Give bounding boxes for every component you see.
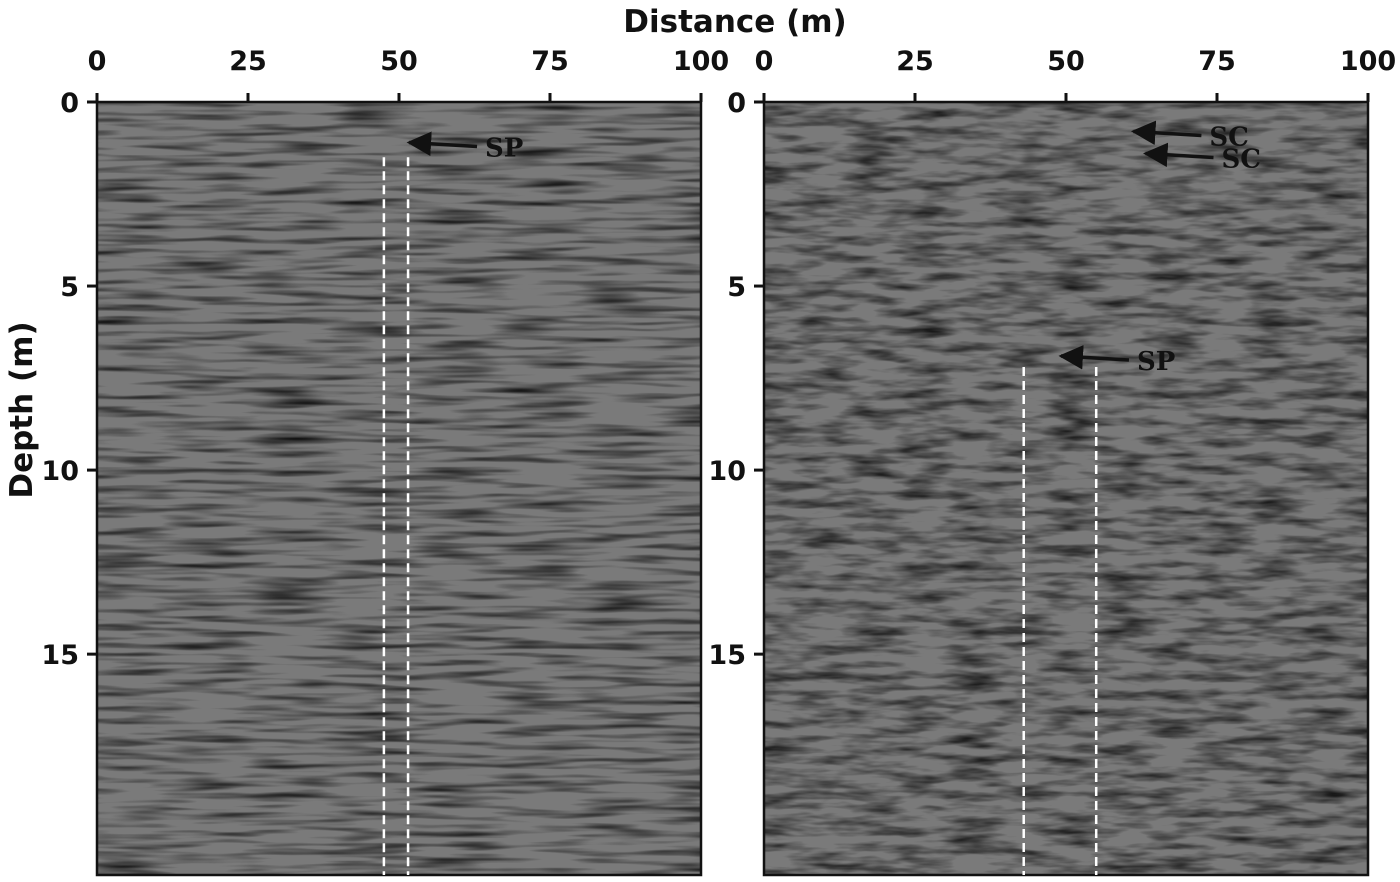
annotation-arrow: [1143, 142, 1214, 168]
x-tick-label: 75: [531, 46, 569, 77]
y-tick-label: 10: [708, 456, 746, 487]
x-tick-label: 0: [88, 46, 107, 77]
x-tick-label: 0: [755, 46, 774, 77]
y-tick-label: 15: [41, 640, 79, 671]
y-tick-label: 5: [727, 272, 746, 303]
annotation-label: SP: [1137, 347, 1175, 377]
x-tick-label: 75: [1198, 46, 1236, 77]
x-tick-label: 25: [896, 46, 934, 77]
annotation-label: SC: [1209, 122, 1248, 152]
x-tick-label: 25: [229, 46, 267, 77]
y-tick-label: 10: [41, 456, 79, 487]
annotation-arrow: [1058, 345, 1130, 370]
x-axis-title: Distance (m): [623, 4, 846, 40]
y-tick-label: 0: [60, 88, 79, 119]
annotation-arrow: [1130, 120, 1202, 145]
annotation-arrow: [406, 131, 478, 157]
annotation-label: SC: [1222, 145, 1261, 175]
annotation-label: SP: [485, 133, 523, 163]
x-tick-label: 100: [673, 46, 729, 77]
y-tick-label: 5: [60, 272, 79, 303]
y-tick-label: 0: [727, 88, 746, 119]
left-radargram-panel: 0 25 50 75 100 0 5 10 15 SP: [41, 46, 729, 877]
x-tick-label: 50: [380, 46, 418, 77]
x-tick-label: 50: [1047, 46, 1085, 77]
x-tick-label: 100: [1340, 46, 1396, 77]
y-tick-label: 15: [708, 640, 746, 671]
y-axis-title: Depth (m): [4, 321, 40, 498]
radargram-reflections: [97, 102, 701, 875]
radargram-reflections: [764, 102, 1368, 875]
